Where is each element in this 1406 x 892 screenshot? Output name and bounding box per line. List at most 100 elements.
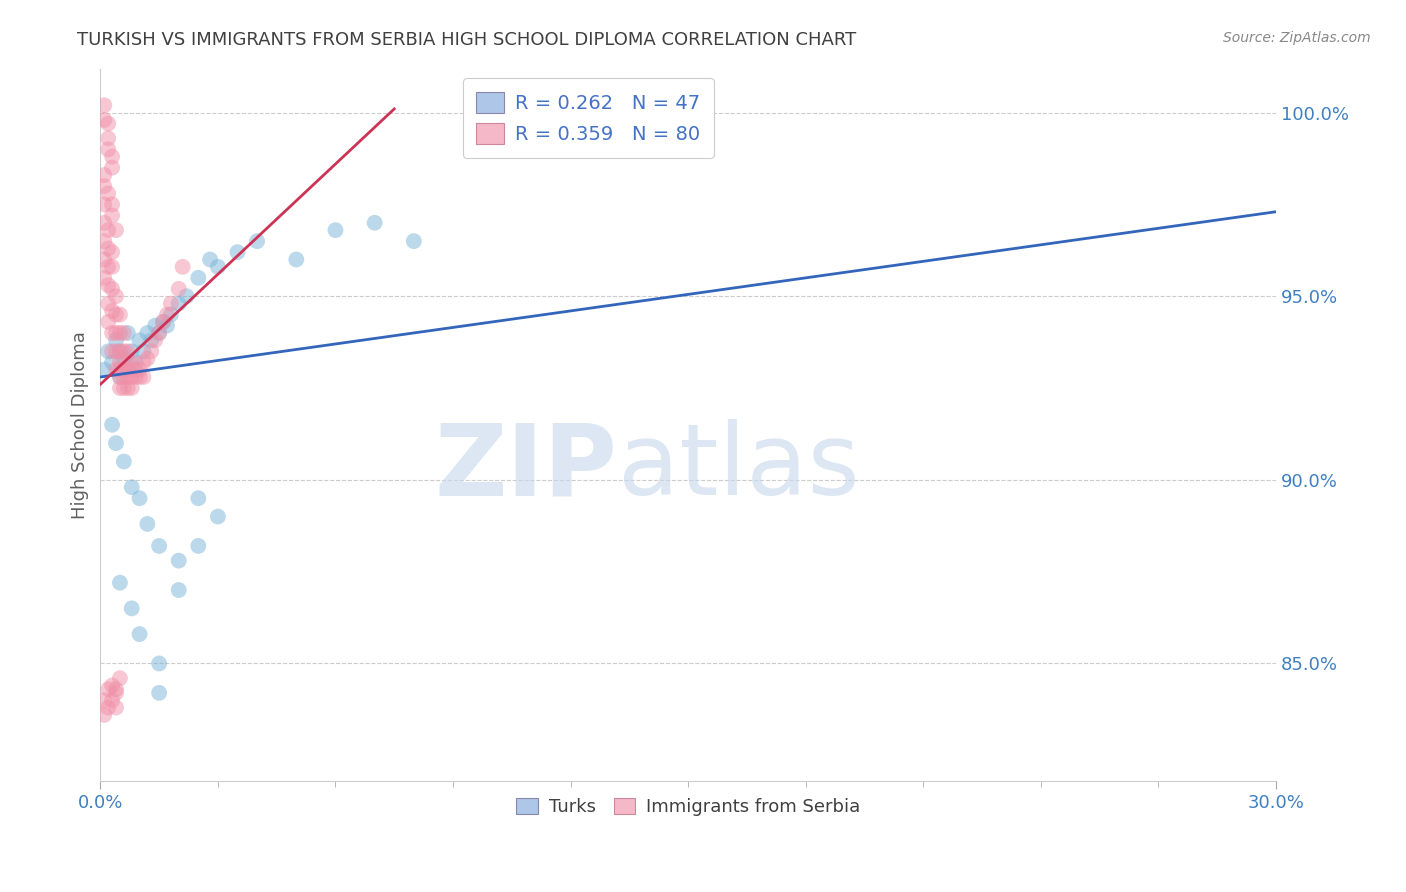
Point bbox=[148, 657, 170, 671]
Point bbox=[117, 344, 139, 359]
Point bbox=[132, 344, 155, 359]
Point bbox=[167, 282, 190, 296]
Point bbox=[105, 333, 128, 347]
Point bbox=[128, 333, 150, 347]
Point bbox=[101, 209, 124, 223]
Point bbox=[117, 362, 139, 376]
Point bbox=[152, 315, 174, 329]
Point bbox=[207, 509, 229, 524]
Point bbox=[152, 315, 174, 329]
Point bbox=[112, 370, 135, 384]
Point bbox=[112, 344, 135, 359]
Point bbox=[97, 344, 120, 359]
Point bbox=[121, 344, 143, 359]
Point bbox=[101, 161, 124, 175]
Point bbox=[97, 315, 120, 329]
Y-axis label: High School Diploma: High School Diploma bbox=[72, 331, 89, 518]
Point bbox=[108, 344, 131, 359]
Point bbox=[187, 270, 209, 285]
Point bbox=[402, 234, 425, 248]
Point bbox=[108, 326, 131, 340]
Point bbox=[93, 693, 115, 707]
Legend: Turks, Immigrants from Serbia: Turks, Immigrants from Serbia bbox=[508, 789, 869, 825]
Point bbox=[148, 326, 170, 340]
Point bbox=[112, 326, 135, 340]
Point bbox=[101, 304, 124, 318]
Point bbox=[101, 245, 124, 260]
Point bbox=[101, 260, 124, 274]
Point bbox=[108, 575, 131, 590]
Point bbox=[124, 370, 146, 384]
Point bbox=[207, 260, 229, 274]
Point bbox=[121, 381, 143, 395]
Point bbox=[117, 326, 139, 340]
Point bbox=[105, 682, 128, 697]
Point bbox=[108, 355, 131, 369]
Point bbox=[105, 686, 128, 700]
Point bbox=[136, 351, 159, 366]
Point bbox=[97, 682, 120, 697]
Point bbox=[124, 355, 146, 369]
Point bbox=[124, 362, 146, 376]
Point bbox=[246, 234, 269, 248]
Point bbox=[101, 417, 124, 432]
Point bbox=[97, 260, 120, 274]
Point bbox=[93, 168, 115, 182]
Point bbox=[128, 491, 150, 506]
Point bbox=[97, 186, 120, 201]
Point bbox=[101, 344, 124, 359]
Point bbox=[167, 582, 190, 597]
Point bbox=[105, 289, 128, 303]
Point bbox=[93, 98, 115, 112]
Point bbox=[132, 370, 155, 384]
Point bbox=[136, 326, 159, 340]
Point bbox=[112, 454, 135, 468]
Point bbox=[97, 131, 120, 145]
Point bbox=[97, 296, 120, 310]
Point bbox=[121, 480, 143, 494]
Point bbox=[108, 362, 131, 376]
Text: ZIP: ZIP bbox=[434, 419, 617, 516]
Point bbox=[101, 679, 124, 693]
Point bbox=[117, 381, 139, 395]
Point bbox=[97, 117, 120, 131]
Point bbox=[93, 252, 115, 267]
Point bbox=[148, 326, 170, 340]
Point bbox=[121, 370, 143, 384]
Point bbox=[105, 326, 128, 340]
Point bbox=[101, 693, 124, 707]
Text: TURKISH VS IMMIGRANTS FROM SERBIA HIGH SCHOOL DIPLOMA CORRELATION CHART: TURKISH VS IMMIGRANTS FROM SERBIA HIGH S… bbox=[77, 31, 856, 49]
Text: Source: ZipAtlas.com: Source: ZipAtlas.com bbox=[1223, 31, 1371, 45]
Point bbox=[148, 539, 170, 553]
Point bbox=[136, 516, 159, 531]
Point bbox=[97, 278, 120, 293]
Point bbox=[187, 539, 209, 553]
Point bbox=[105, 436, 128, 450]
Point bbox=[121, 355, 143, 369]
Point bbox=[156, 308, 179, 322]
Point bbox=[160, 296, 183, 310]
Point bbox=[108, 370, 131, 384]
Point bbox=[93, 197, 115, 211]
Point bbox=[105, 362, 128, 376]
Point bbox=[363, 216, 385, 230]
Point bbox=[93, 362, 115, 376]
Point bbox=[132, 355, 155, 369]
Point bbox=[176, 289, 198, 303]
Point bbox=[93, 707, 115, 722]
Point bbox=[226, 245, 249, 260]
Point bbox=[108, 381, 131, 395]
Point bbox=[101, 326, 124, 340]
Point bbox=[93, 216, 115, 230]
Point bbox=[172, 260, 194, 274]
Point bbox=[128, 627, 150, 641]
Point bbox=[105, 700, 128, 714]
Point bbox=[105, 223, 128, 237]
Point bbox=[101, 282, 124, 296]
Point bbox=[97, 142, 120, 156]
Point bbox=[93, 234, 115, 248]
Point bbox=[128, 362, 150, 376]
Point bbox=[160, 308, 183, 322]
Point bbox=[143, 333, 166, 347]
Point bbox=[93, 112, 115, 127]
